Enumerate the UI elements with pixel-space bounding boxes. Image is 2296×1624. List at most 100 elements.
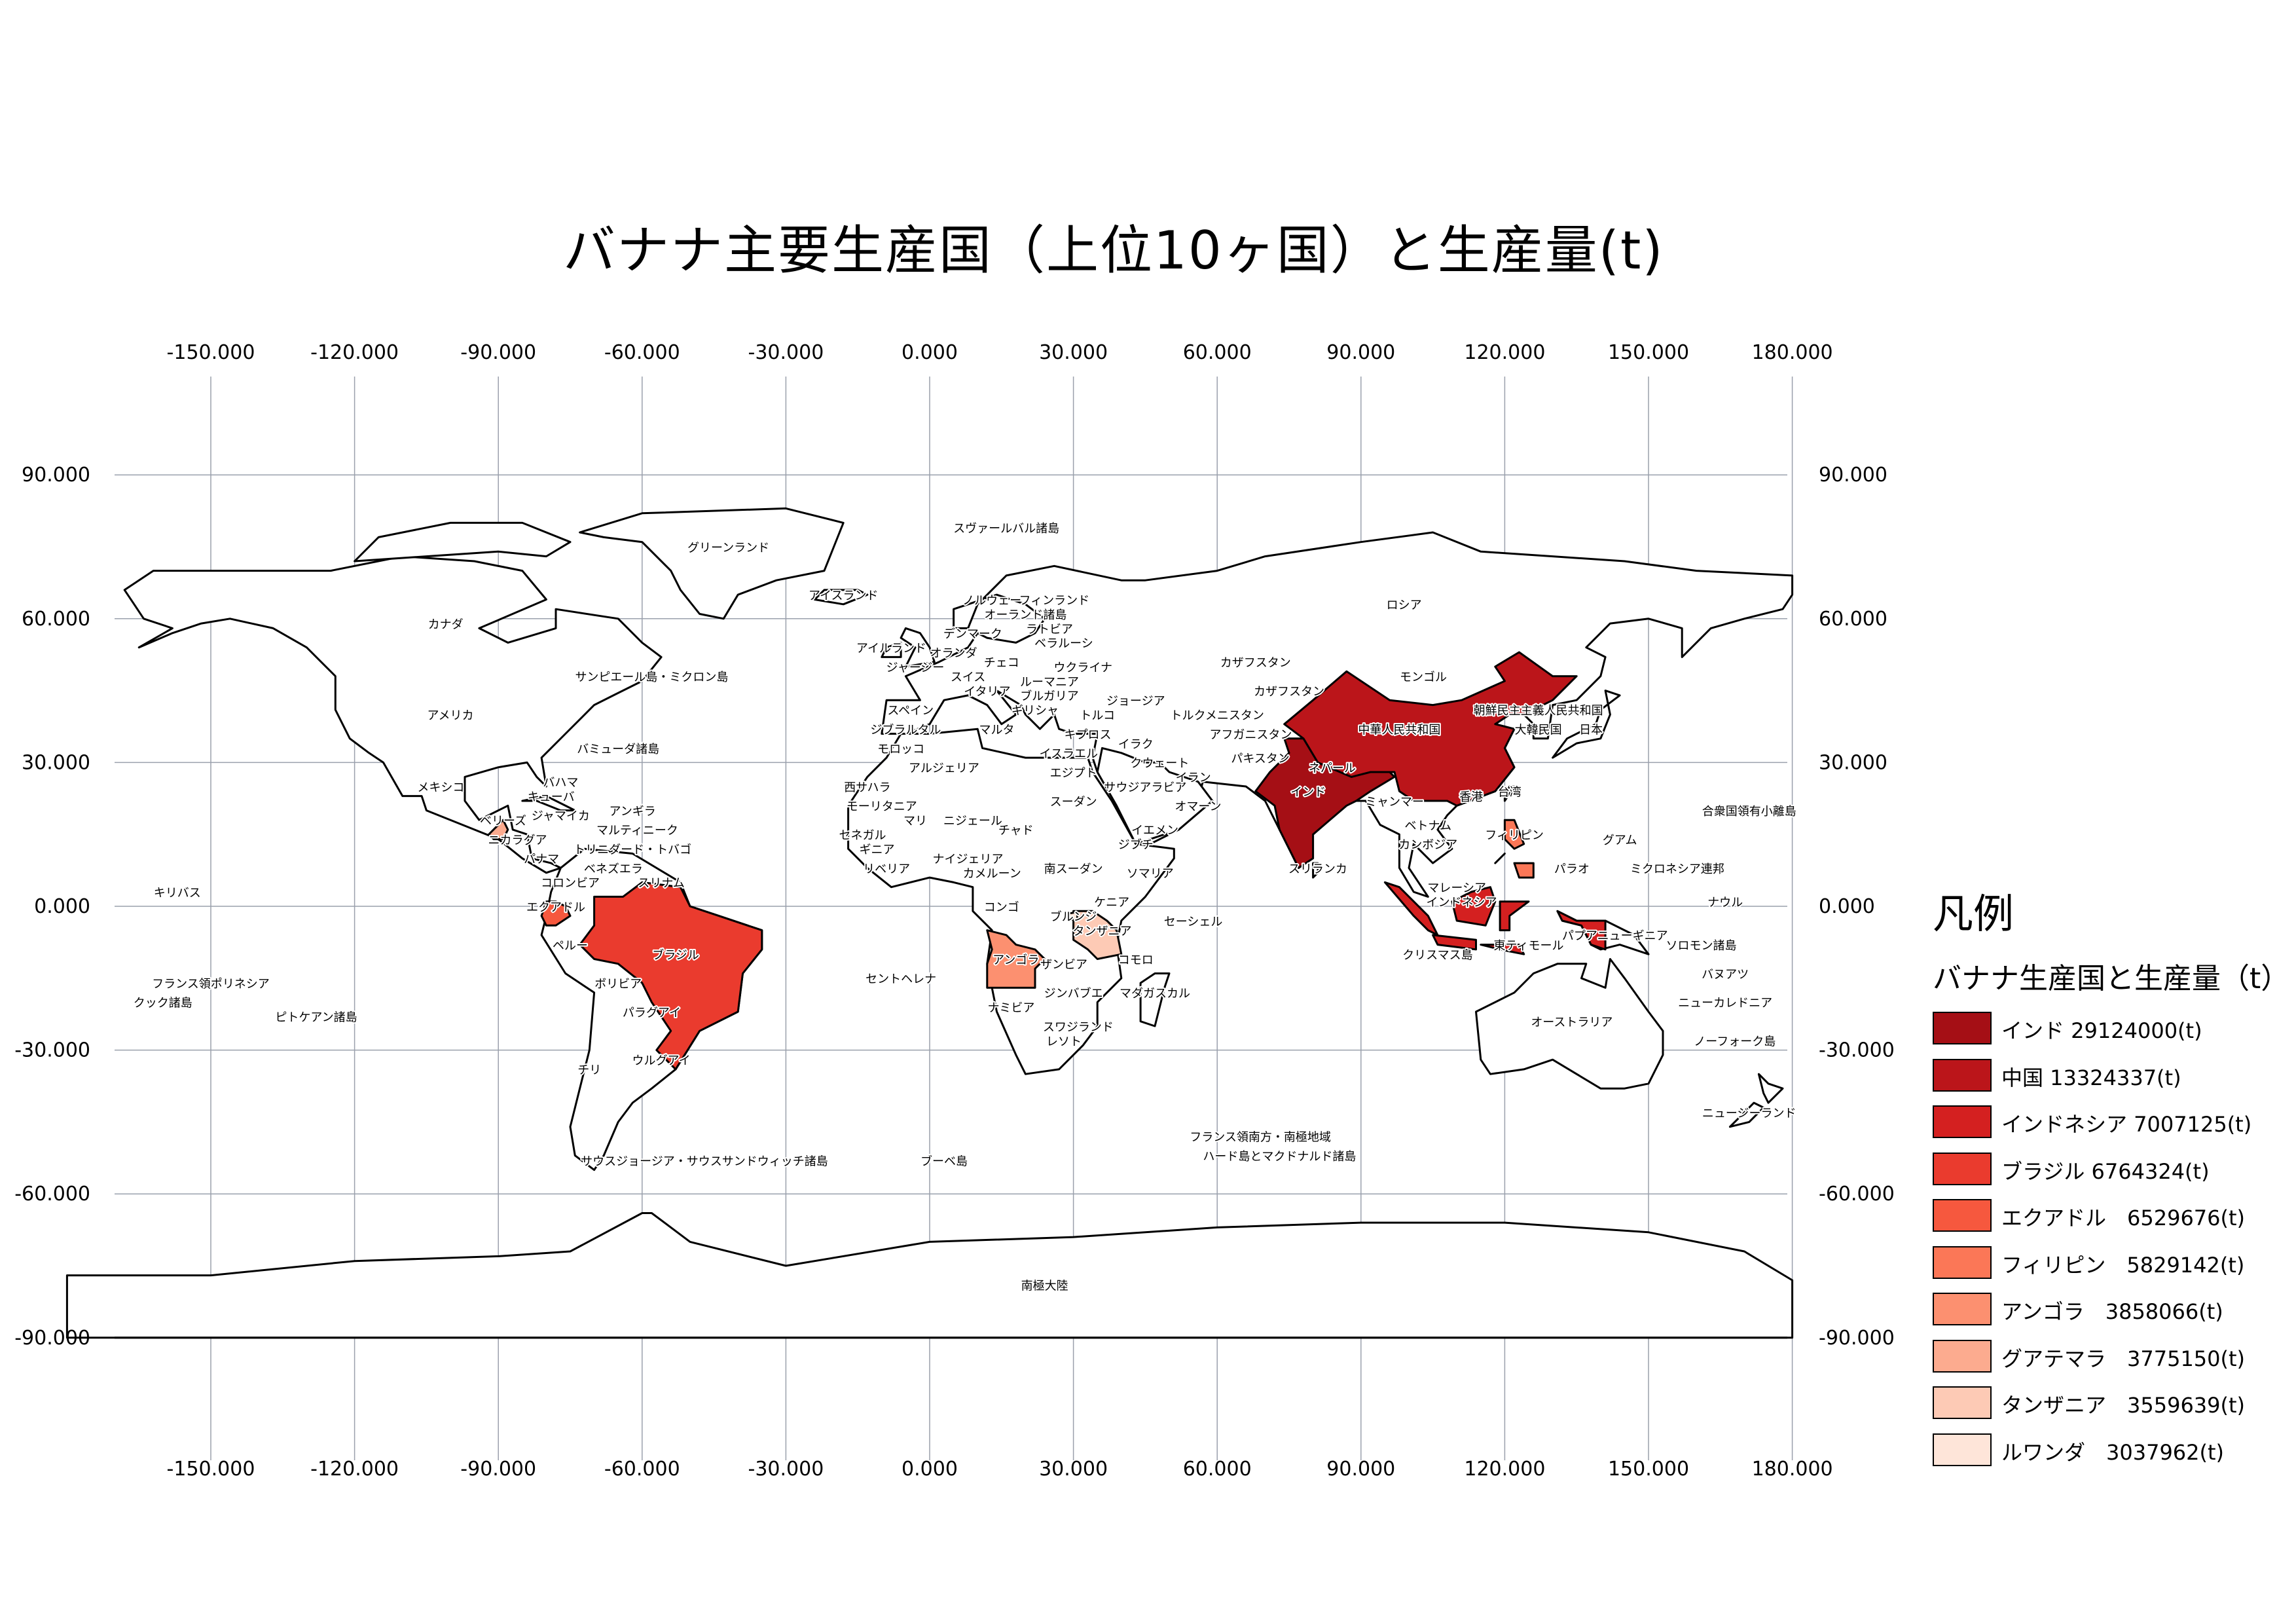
country-label: 大韓民国 [1515, 723, 1562, 737]
country-label: イラク [1118, 737, 1154, 751]
legend-swatch [1933, 1199, 1992, 1232]
y-tick-label: 90.000 [22, 464, 90, 487]
x-tick-label: -60.000 [604, 1458, 680, 1481]
land-japan [1552, 690, 1621, 759]
country-label: マリ [903, 815, 927, 828]
country-label: ジンバブエ [1044, 986, 1103, 1001]
country-label: パラグアイ [623, 1006, 681, 1020]
country-label: レソト [1046, 1035, 1082, 1048]
x-tick-label: 150.000 [1608, 1458, 1689, 1481]
country-label: トルコ [1080, 709, 1115, 723]
country-label: アメリカ [427, 709, 473, 723]
country-label: パキスタン [1231, 752, 1289, 766]
country-label: ボリビア [594, 977, 642, 991]
land-cuba [521, 795, 576, 812]
country-label: ピトケアン諸島 [275, 1011, 357, 1025]
x-tick-label: -90.000 [460, 341, 536, 364]
country-fill [1072, 910, 1123, 960]
x-tick-label: 120.000 [1464, 341, 1545, 364]
y-tick-label: 90.000 [1819, 464, 1887, 487]
axis-tick-labels: -150.000 -150.000 -120.000 -120.000 -90.000 -… [14, 341, 1895, 1481]
y-tick-label: -30.000 [1819, 1039, 1895, 1062]
country-fill [579, 881, 763, 1071]
y-tick-label: 30.000 [1819, 751, 1887, 774]
country-label: マルタ [979, 723, 1014, 737]
y-tick-label: -30.000 [14, 1039, 90, 1062]
legend-label: インドネシア 7007125(t) [2001, 1112, 2252, 1137]
y-tick-label: 0.000 [34, 895, 90, 918]
country-label: ジャージー [886, 661, 945, 674]
country-label: ベネズエラ [584, 862, 643, 876]
y-tick-label: 0.000 [1819, 895, 1875, 918]
country-label: エジプト [1050, 766, 1097, 780]
legend-label: タンザニア 3559639(t) [2001, 1393, 2246, 1418]
country-label: ニュージーランド [1702, 1107, 1796, 1120]
x-tick-label: 60.000 [1183, 341, 1252, 364]
legend-swatch [1933, 1058, 1992, 1092]
land-arabia-fill [1096, 747, 1214, 845]
country-label: スリランカ [1288, 862, 1347, 876]
map-title: バナナ主要生産国（上位10ヶ国）と生産量(t) [563, 220, 1664, 281]
country-label: ザンビア [1040, 958, 1087, 972]
country-label: グリーンランド [687, 541, 769, 555]
country-label: エクアドル [526, 900, 585, 914]
land-new-zealand-s [1728, 1101, 1765, 1128]
country-label: ニカラグア [488, 834, 547, 847]
x-tick-label: 180.000 [1752, 1458, 1833, 1481]
land-australia [1475, 958, 1664, 1090]
x-tick-label: 60.000 [1183, 1458, 1252, 1481]
country-label: オマーン [1175, 800, 1221, 814]
country-label: 東ティモール [1494, 939, 1564, 953]
country-label: トリニダード・トバゴ [574, 843, 691, 857]
country-label: 合衆国領有小離島 [1702, 805, 1796, 819]
legend-label: 中国 13324337(t) [2001, 1065, 2181, 1090]
country-label: 台湾 [1498, 786, 1522, 800]
y-tick-label: 30.000 [22, 751, 90, 774]
country-label: フランス領ポリネシア [152, 977, 270, 991]
country-fill [1432, 934, 1477, 951]
country-label: アフガニスタン [1209, 728, 1292, 742]
x-tick-label: -120.000 [310, 1458, 399, 1481]
country-label: カナダ [428, 618, 464, 631]
x-tick-label: -30.000 [748, 341, 824, 364]
country-label: マルティニーク [596, 824, 678, 838]
country-label: イエメン [1131, 824, 1178, 838]
country-label: インドネシア [1427, 896, 1497, 910]
country-fill [488, 819, 509, 840]
country-label: クリスマス島 [1402, 949, 1472, 963]
country-label: ブルガリア [1020, 689, 1078, 703]
country-label: パプアニューギニア [1562, 929, 1668, 943]
country-label: クウェート [1130, 757, 1189, 771]
legend-swatch [1933, 1012, 1992, 1044]
land-ireland [881, 641, 902, 658]
x-tick-label: 90.000 [1326, 1458, 1395, 1481]
land-taiwan [1503, 785, 1516, 802]
country-label: ラトビア [1026, 623, 1073, 637]
country-label: フランス領南方・南極地域 [1190, 1131, 1331, 1145]
country-label: ニューカレドニア [1678, 997, 1772, 1010]
country-label: サウスジョージア・サウスサンドウィッチ諸島 [581, 1154, 828, 1168]
country-label: アルジェリア [909, 762, 979, 775]
country-label: カメルーン [963, 867, 1021, 881]
country-label: アイスランド [809, 589, 879, 603]
country-label: ウクライナ [1053, 661, 1112, 674]
land-sri-lanka [1312, 862, 1319, 879]
x-tick-label: 150.000 [1608, 341, 1689, 364]
country-label: 香港 [1459, 790, 1483, 804]
country-fill [1556, 910, 1607, 951]
legend-subtitle: バナナ生産国と生産量（t） [1933, 962, 2290, 995]
x-tick-label: 120.000 [1464, 1458, 1545, 1481]
land-new-zealand-n [1757, 1073, 1784, 1104]
y-tick-label: 60.000 [1819, 608, 1887, 631]
legend-label: エクアドル 6529676(t) [2001, 1206, 2246, 1230]
country-label: バハマ [543, 776, 578, 790]
country-label: キリバス [154, 886, 201, 900]
legend-swatch [1933, 1152, 1992, 1185]
land-uk [900, 627, 936, 668]
country-label: ソロモン諸島 [1666, 939, 1737, 953]
x-tick-label: 30.000 [1039, 1458, 1108, 1481]
country-label: ベラルーシ [1034, 637, 1093, 651]
land-antarctica [65, 1212, 1794, 1339]
country-label: パラオ [1554, 862, 1590, 876]
